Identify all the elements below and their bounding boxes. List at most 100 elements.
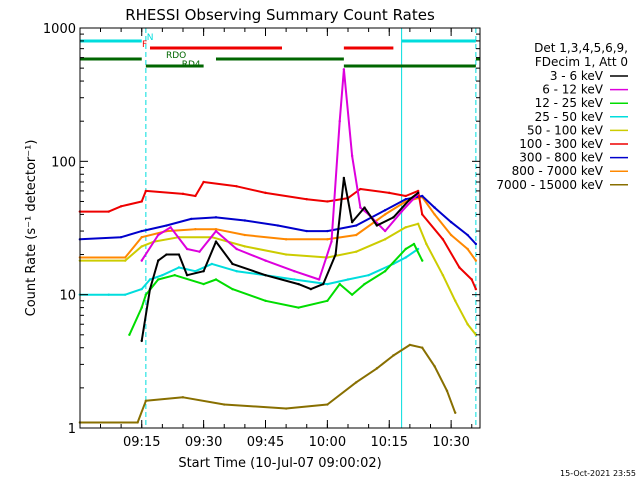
legend-label: 100 - 300 keV [519, 137, 603, 151]
flag-label-rd4: RD4 [182, 60, 201, 70]
data-point [416, 191, 420, 195]
data-point [454, 411, 457, 415]
data-point [144, 399, 148, 402]
data-point [235, 185, 238, 188]
data-point [144, 293, 148, 296]
data-point [202, 282, 205, 286]
legend-label: 300 - 800 keV [519, 151, 603, 165]
data-point [355, 250, 358, 253]
data-point [404, 197, 407, 201]
legend-label: 7000 - 15000 keV [496, 178, 603, 192]
data-point [383, 213, 387, 216]
legend-label: 50 - 100 keV [527, 123, 604, 137]
data-point [404, 247, 407, 251]
data-point [474, 287, 478, 291]
x-tick-label: 10:00 [309, 435, 346, 450]
legend-label: 800 - 7000 keV [512, 164, 604, 178]
data-point [355, 381, 358, 384]
data-point [466, 247, 469, 251]
data-point [185, 273, 189, 277]
data-point [119, 205, 123, 208]
y-tick-label: 100 [51, 155, 76, 170]
data-point [326, 229, 329, 233]
legend-header-line-2: FDecim 1, Att 0 [535, 55, 628, 69]
data-point [293, 269, 296, 273]
data-point [416, 189, 420, 193]
data-point [157, 233, 160, 237]
data-point [322, 282, 325, 286]
data-point [165, 253, 168, 256]
data-point [449, 220, 453, 224]
data-point [326, 403, 329, 406]
data-point [421, 259, 424, 262]
data-point [235, 247, 238, 251]
data-point [334, 253, 337, 256]
data-point [177, 266, 181, 269]
data-point [363, 282, 366, 286]
data-point [181, 192, 185, 196]
data-point [408, 343, 412, 347]
data-point [107, 210, 110, 213]
x-axis-label: Start Time (10-Jul-07 09:00:02) [178, 456, 381, 471]
data-point [194, 194, 197, 198]
data-point [144, 189, 148, 193]
data-point [140, 306, 143, 309]
data-point [454, 299, 457, 302]
data-point [404, 226, 407, 229]
data-point [416, 222, 420, 226]
data-point [214, 216, 218, 219]
data-point [243, 219, 247, 222]
data-point [412, 242, 416, 246]
data-point [458, 266, 461, 269]
data-point [421, 194, 424, 198]
data-point [173, 273, 176, 277]
legend-label: 3 - 6 keV [550, 69, 604, 83]
data-point [231, 262, 234, 266]
data-point [466, 233, 469, 237]
series-line-12-25-kev [128, 243, 424, 336]
data-point [392, 354, 395, 357]
data-point [404, 256, 407, 259]
plot-frame [79, 27, 481, 429]
data-point [404, 194, 407, 198]
data-point [231, 287, 234, 291]
data-point [445, 389, 449, 393]
data-point [210, 262, 214, 266]
legend-label: 12 - 25 keV [535, 96, 604, 110]
data-point [466, 323, 469, 326]
data-point [297, 282, 300, 286]
data-point [194, 227, 197, 231]
y-axis-label: Count Rate (s⁻¹ detector⁻¹) [24, 140, 39, 317]
flag-label-n: N [147, 33, 154, 43]
data-point [202, 269, 205, 273]
data-point [214, 278, 218, 281]
data-point [388, 191, 391, 195]
data-point [408, 197, 412, 201]
legend-label: 25 - 50 keV [535, 110, 604, 124]
data-point [433, 365, 436, 368]
data-point [375, 367, 379, 370]
data-point [441, 238, 445, 241]
data-point [243, 233, 247, 237]
x-tick-label: 10:15 [371, 435, 408, 450]
data-point [185, 247, 189, 251]
y-tick-label: 1 [68, 422, 76, 437]
data-point [383, 209, 387, 212]
data-point [363, 206, 366, 209]
series-line-300-800-kev [79, 195, 477, 245]
data-point [157, 278, 160, 281]
data-point [338, 282, 341, 286]
data-point [326, 282, 329, 286]
data-point [165, 224, 168, 227]
data-point [264, 299, 267, 302]
data-point [474, 333, 478, 337]
series-line-100-300-kev [79, 181, 477, 290]
data-point [235, 269, 238, 273]
timestamp: 15-Oct-2021 23:55 [560, 469, 636, 478]
data-point [317, 278, 321, 281]
data-point [140, 200, 143, 203]
x-tick-label: 09:15 [123, 435, 160, 450]
data-point [264, 259, 267, 262]
